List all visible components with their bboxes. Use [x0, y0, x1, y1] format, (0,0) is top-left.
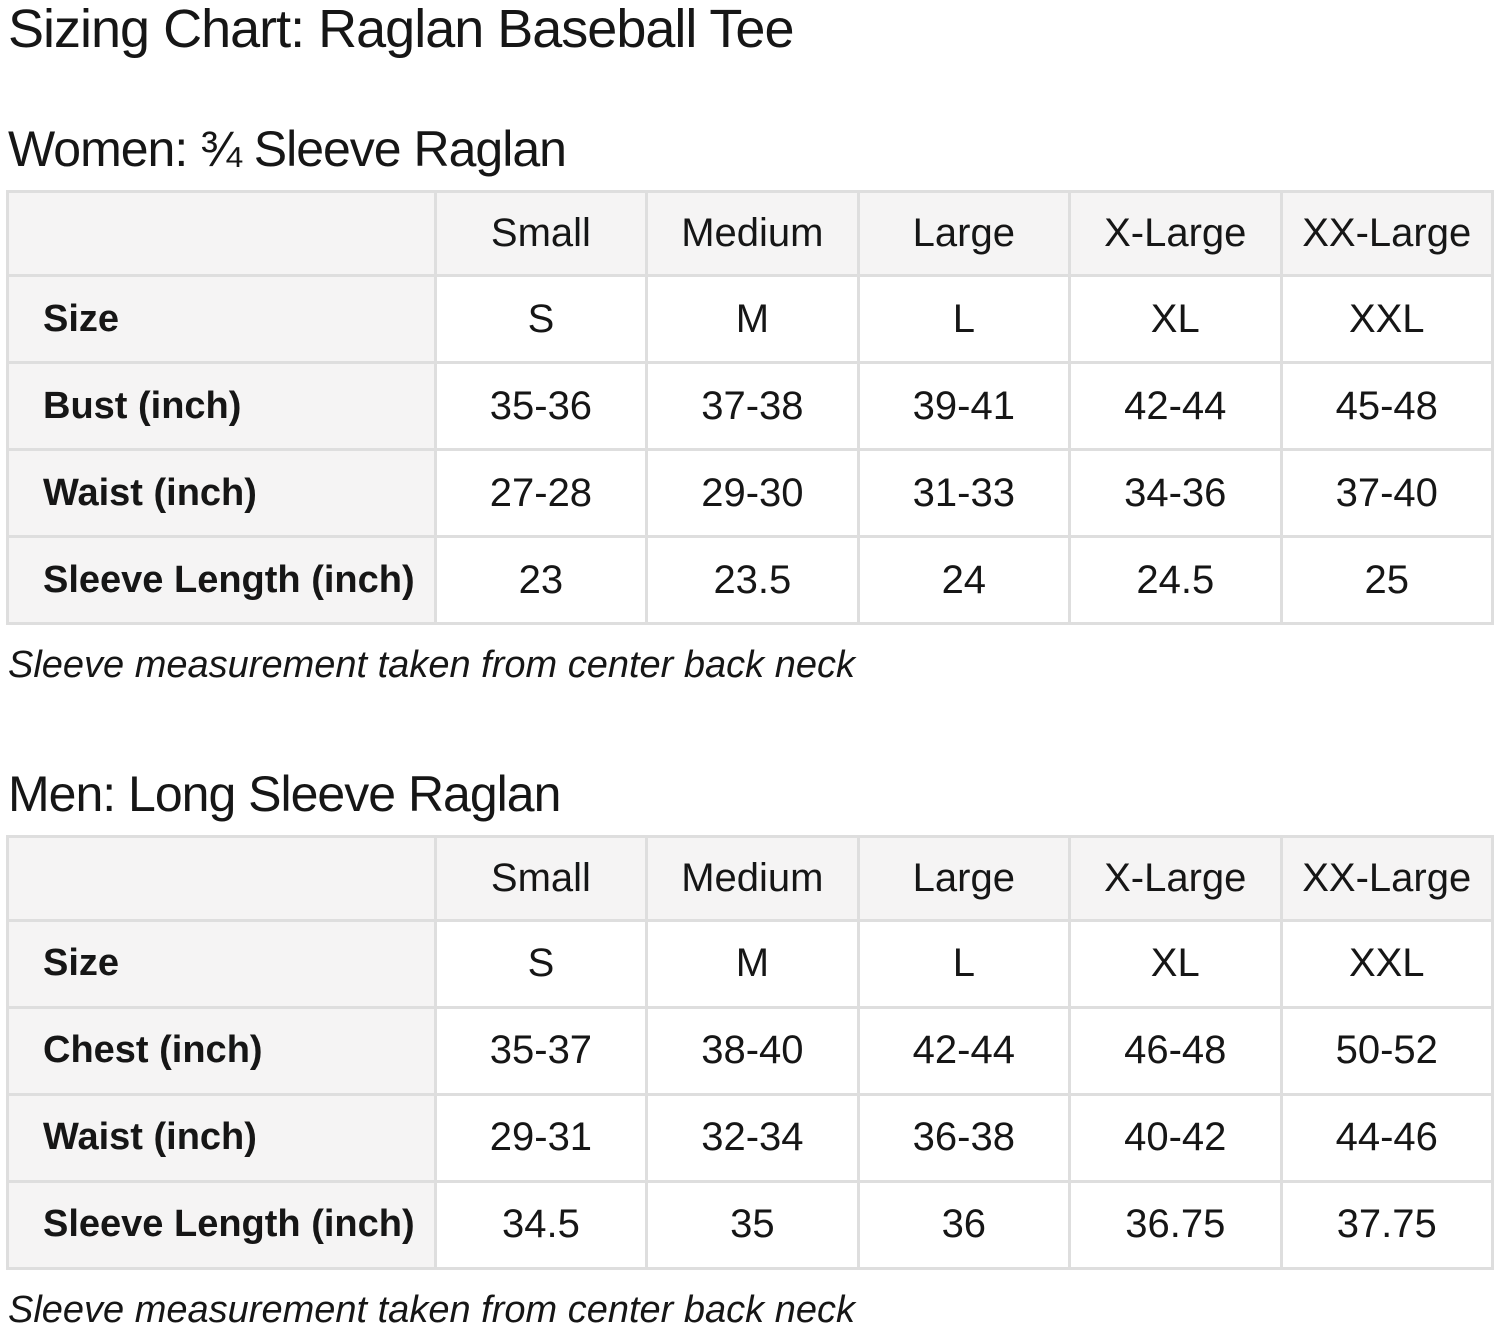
size-value-cell: 27-28 [433, 448, 649, 538]
table-row: Waist (inch) 27-28 29-30 31-33 34-36 37-40 [6, 448, 1494, 538]
women-sleeve-note: Sleeve measurement taken from center bac… [8, 644, 855, 686]
men-section-heading: Men: Long Sleeve Raglan [8, 765, 561, 822]
men-sleeve-note: Sleeve measurement taken from center bac… [8, 1288, 855, 1331]
size-value-cell: 36-38 [856, 1092, 1072, 1183]
column-header-cell: Large [856, 190, 1072, 277]
size-value-cell: 39-41 [856, 361, 1072, 451]
size-value-cell: 31-33 [856, 448, 1072, 538]
size-value-cell: M [645, 274, 860, 364]
table-row: Size S M L XL XXL [6, 918, 1494, 1009]
size-value-cell: 29-30 [645, 448, 860, 538]
size-value-cell: 34.5 [433, 1179, 649, 1270]
size-value-cell: 45-48 [1279, 361, 1494, 451]
row-label-cell: Waist (inch) [6, 448, 437, 538]
size-value-cell: 24.5 [1068, 535, 1283, 625]
size-value-cell: 36.75 [1068, 1179, 1283, 1270]
size-value-cell: S [433, 918, 649, 1009]
men-sizing-table: Small Medium Large X-Large XX-Large Size S M L X… [6, 834, 1494, 1270]
row-label-cell: Sleeve Length (inch) [6, 1179, 437, 1270]
size-value-cell: 23.5 [645, 535, 860, 625]
size-value-cell: S [433, 274, 649, 364]
size-value-cell: 37.75 [1279, 1179, 1494, 1270]
column-header-cell: Small [433, 190, 649, 277]
size-value-cell: L [856, 918, 1072, 1009]
column-header-cell: Large [856, 834, 1072, 922]
size-value-cell: 24 [856, 535, 1072, 625]
men-sizing-section: Men: Long Sleeve Raglan Small Medium Large… [6, 769, 1494, 1333]
column-header-cell: X-Large [1068, 190, 1283, 277]
size-value-cell: 37-40 [1279, 448, 1494, 538]
corner-cell [6, 834, 437, 922]
size-value-cell: 35-37 [433, 1005, 649, 1096]
table-row: Bust (inch) 35-36 37-38 39-41 42-44 45-48 [6, 361, 1494, 451]
row-label-cell: Size [6, 918, 437, 1009]
women-section-heading: Women: ¾ Sleeve Raglan [8, 121, 567, 177]
table-row: Chest (inch) 35-37 38-40 42-44 46-48 50-52 [6, 1005, 1494, 1096]
women-sizing-section: Women: ¾ Sleeve Raglan Small Medium Large X… [6, 124, 1494, 689]
size-value-cell: 36 [856, 1179, 1072, 1270]
column-header-cell: Small [433, 834, 649, 922]
size-value-cell: 35 [645, 1179, 860, 1270]
size-value-cell: 38-40 [645, 1005, 860, 1096]
women-sizing-table: Small Medium Large X-Large XX-Large Size S M L X… [6, 190, 1494, 625]
table-row: Waist (inch) 29-31 32-34 36-38 40-42 44-46 [6, 1092, 1494, 1183]
size-value-cell: XL [1068, 274, 1283, 364]
column-header-cell: X-Large [1068, 834, 1283, 922]
size-value-cell: 42-44 [856, 1005, 1072, 1096]
row-label-cell: Size [6, 274, 437, 364]
size-value-cell: 25 [1279, 535, 1494, 625]
row-label-cell: Chest (inch) [6, 1005, 437, 1096]
column-header-cell: Medium [645, 190, 860, 277]
column-header-cell: XX-Large [1279, 834, 1494, 922]
women-table-header-row: Small Medium Large X-Large XX-Large [6, 190, 1494, 277]
size-value-cell: 44-46 [1279, 1092, 1494, 1183]
table-row: Sleeve Length (inch) 23 23.5 24 24.5 25 [6, 535, 1494, 625]
size-value-cell: 35-36 [433, 361, 649, 451]
column-header-cell: Medium [645, 834, 860, 922]
size-value-cell: 42-44 [1068, 361, 1283, 451]
size-value-cell: XXL [1279, 918, 1494, 1009]
page-title: Sizing Chart: Raglan Baseball Tee [8, 0, 795, 59]
row-label-cell: Waist (inch) [6, 1092, 437, 1183]
size-value-cell: XXL [1279, 274, 1494, 364]
size-value-cell: 29-31 [433, 1092, 649, 1183]
column-header-cell: XX-Large [1279, 190, 1494, 277]
size-value-cell: 46-48 [1068, 1005, 1283, 1096]
size-value-cell: 23 [433, 535, 649, 625]
men-table-header-row: Small Medium Large X-Large XX-Large [6, 834, 1494, 922]
size-value-cell: L [856, 274, 1072, 364]
size-value-cell: XL [1068, 918, 1283, 1009]
size-value-cell: 37-38 [645, 361, 860, 451]
corner-cell [6, 190, 437, 277]
row-label-cell: Sleeve Length (inch) [6, 535, 437, 625]
size-value-cell: 34-36 [1068, 448, 1283, 538]
row-label-cell: Bust (inch) [6, 361, 437, 451]
size-value-cell: M [645, 918, 860, 1009]
size-value-cell: 50-52 [1279, 1005, 1494, 1096]
size-value-cell: 32-34 [645, 1092, 860, 1183]
size-value-cell: 40-42 [1068, 1092, 1283, 1183]
table-row: Sleeve Length (inch) 34.5 35 36 36.75 37.75 [6, 1179, 1494, 1270]
table-row: Size S M L XL XXL [6, 274, 1494, 364]
